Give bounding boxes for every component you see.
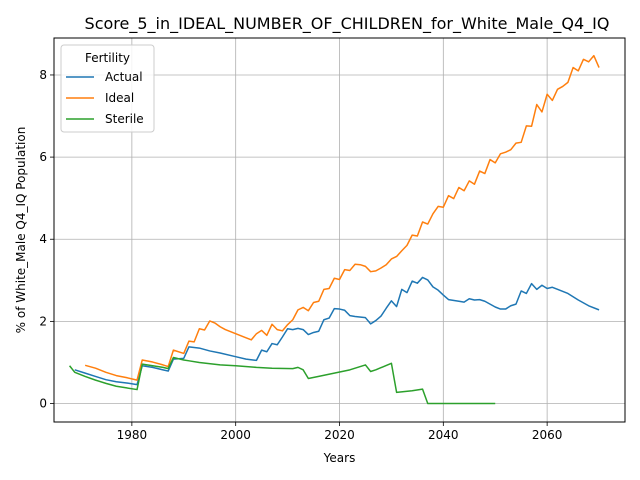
x-tick-label: 2000 <box>220 428 251 442</box>
y-tick-label: 4 <box>39 232 47 246</box>
legend-label-actual: Actual <box>105 70 143 84</box>
y-tick-label: 8 <box>39 68 47 82</box>
series-layer <box>68 54 600 405</box>
y-tick-label: 0 <box>39 397 47 411</box>
series-line-actual <box>74 276 600 386</box>
legend: Fertility Actual Ideal Sterile <box>60 44 155 133</box>
y-tick-label: 6 <box>39 150 47 164</box>
series-line-ideal <box>84 54 600 381</box>
x-tick-label: 1980 <box>117 428 148 442</box>
legend-label-ideal: Ideal <box>105 91 134 105</box>
x-tick-label: 2060 <box>532 428 563 442</box>
y-axis: 0 2 4 6 8 <box>39 68 54 411</box>
x-tick-label: 2040 <box>428 428 459 442</box>
x-axis: 1980 2000 2020 2040 2060 <box>117 422 563 442</box>
legend-frame <box>60 44 155 133</box>
grid <box>54 38 625 422</box>
x-axis-label: Years <box>323 451 356 465</box>
legend-items: Actual Ideal Sterile <box>66 70 144 126</box>
series-line-sterile <box>68 356 496 405</box>
chart-title: Score_5_in_IDEAL_NUMBER_OF_CHILDREN_for_… <box>85 14 610 34</box>
legend-title: Fertility <box>85 51 130 65</box>
y-tick-label: 2 <box>39 314 47 328</box>
x-tick-label: 2020 <box>324 428 355 442</box>
y-axis-label: % of White_Male Q4_IQ Population <box>14 127 28 334</box>
legend-label-sterile: Sterile <box>105 112 144 126</box>
